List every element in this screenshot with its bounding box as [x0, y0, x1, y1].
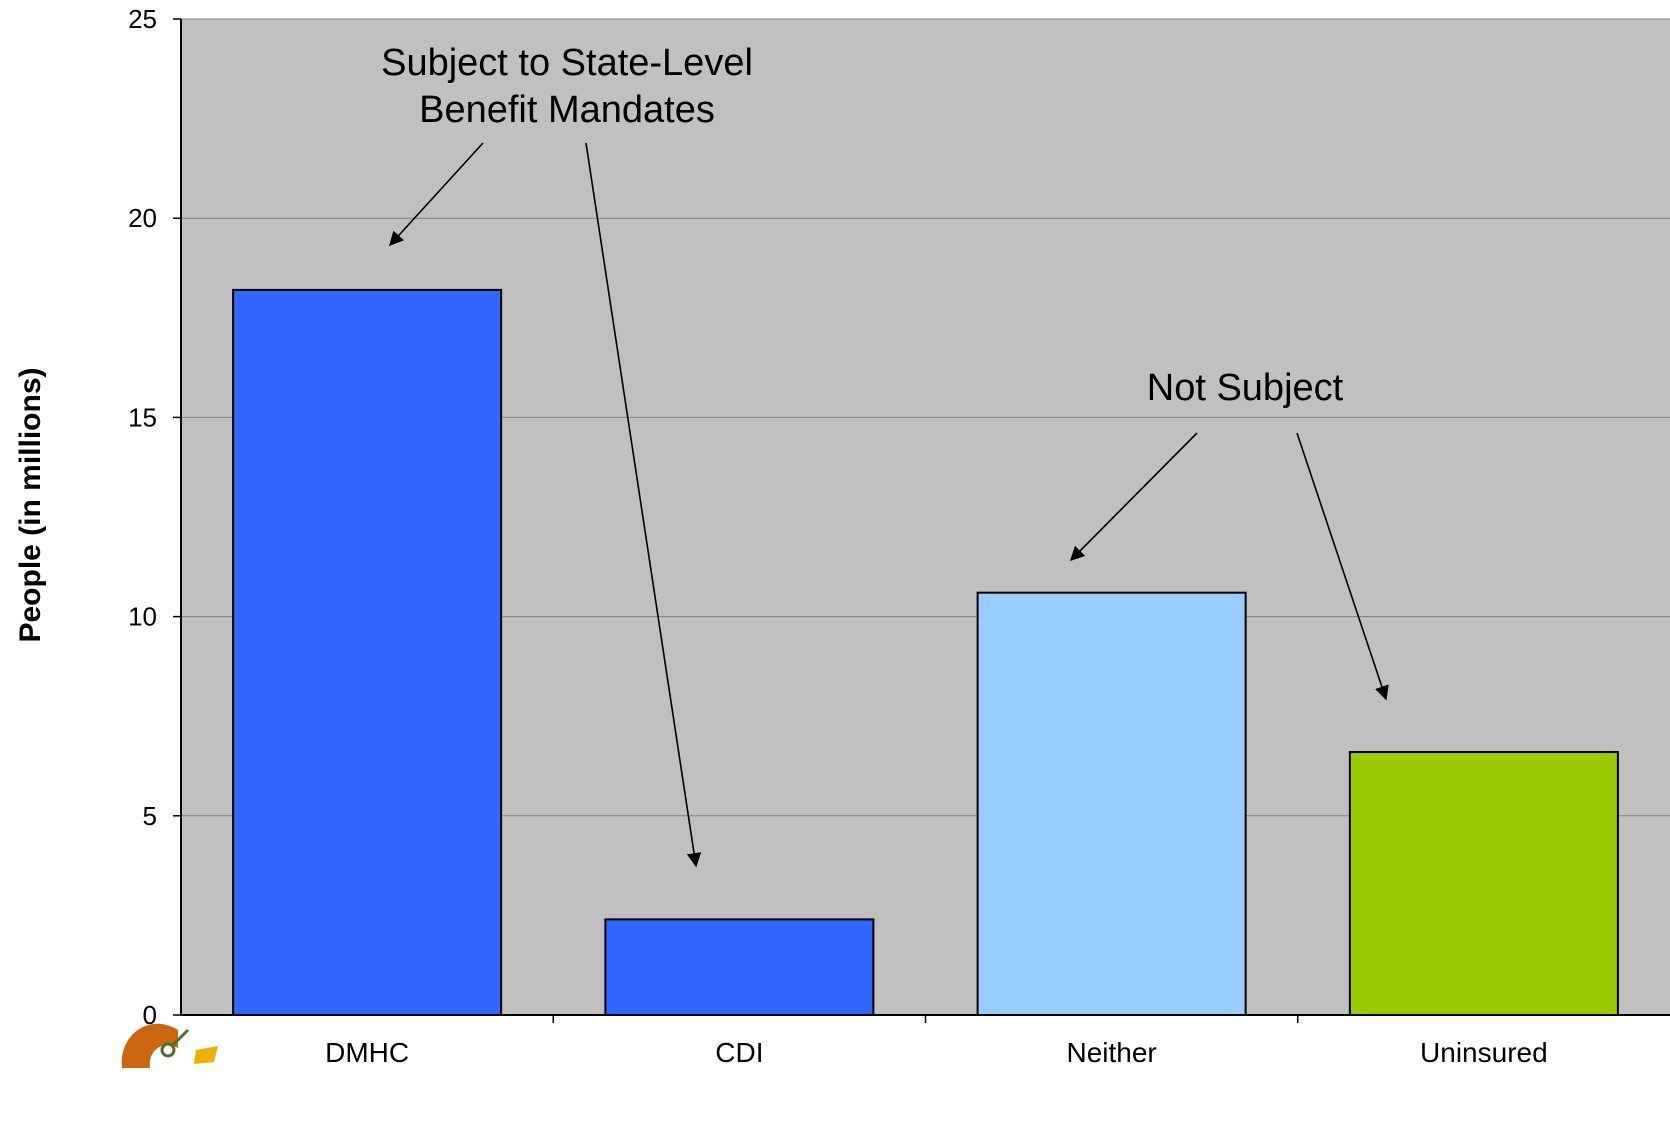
y-tick-label: 0 [143, 1000, 157, 1030]
y-axis-ticks: 0 5 10 15 20 25 [128, 4, 181, 1030]
arrow-to-cdi [585, 142, 702, 868]
organization-logo-icon [121, 1023, 218, 1068]
y-tick-label: 25 [128, 4, 157, 34]
annotation-subject-line-1: Subject to State-Level [381, 42, 753, 84]
x-tick-label: Neither [1066, 1037, 1156, 1068]
bar-uninsured [1348, 751, 1619, 1017]
bar-dmhc [232, 288, 503, 1016]
bars [232, 288, 1619, 1017]
x-tick-label: Uninsured [1420, 1037, 1548, 1068]
x-axis-ticks: DMHC CDI Neither Uninsured [325, 1015, 1548, 1068]
arrow-to-neither [1069, 432, 1198, 562]
bar-neither [976, 591, 1247, 1016]
bar-cdi [604, 918, 875, 1016]
arrow-to-uninsured [1296, 432, 1389, 701]
y-tick-label: 20 [128, 203, 157, 233]
y-tick-label: 5 [143, 801, 157, 831]
y-tick-label: 10 [128, 602, 157, 632]
annotation-not-subject: Not Subject [1069, 367, 1389, 701]
arrow-to-dmhc [389, 142, 484, 247]
annotation-subject-line-2: Benefit Mandates [419, 89, 715, 131]
y-tick-label: 15 [128, 402, 157, 432]
y-axis-title: People (in millions) [14, 367, 47, 642]
x-tick-label: CDI [715, 1037, 763, 1068]
annotation-not-subject-label: Not Subject [1147, 367, 1344, 409]
annotation-subject: Subject to State-Level Benefit Mandates [381, 42, 753, 868]
x-tick-label: DMHC [325, 1037, 409, 1068]
